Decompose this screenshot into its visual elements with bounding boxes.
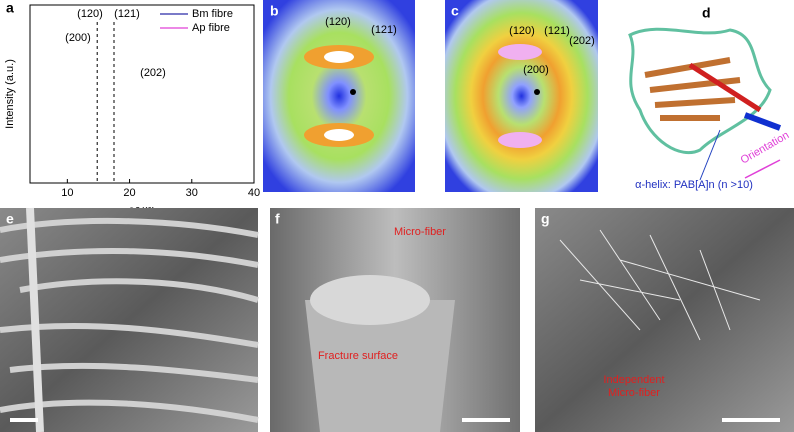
- beam-stop: [534, 89, 540, 95]
- panel-label: a: [6, 0, 14, 16]
- beta-strand: [644, 57, 741, 121]
- panel-e: e: [0, 207, 259, 432]
- pointer: [699, 129, 721, 181]
- panel-label: c: [451, 3, 459, 19]
- helix-label: α-helix: PAB[A]n (n >10): [635, 179, 753, 191]
- fibre: [305, 300, 455, 432]
- panel-label: b: [270, 3, 279, 19]
- xrd-pattern: [445, 0, 598, 192]
- annotation: Micro-fiber: [394, 226, 446, 238]
- fibre: [0, 217, 259, 423]
- peak-label: (121): [114, 8, 140, 20]
- fracture-surface: [310, 275, 430, 325]
- reflection-label: (120): [325, 16, 351, 28]
- reflection-label: (120): [509, 25, 535, 37]
- panel-d: d α-helix: PAB[A]n (n >10) Orientation: [628, 5, 792, 191]
- panel-label: e: [6, 211, 14, 227]
- plot-frame: [29, 4, 255, 184]
- x-tick-label: 30: [186, 187, 198, 199]
- panel-c: c (120) (121) (202) (200): [445, 0, 598, 192]
- sem-image: [0, 208, 258, 432]
- panel-label: g: [541, 211, 550, 227]
- x-tick-label: 10: [61, 187, 73, 199]
- arc: [498, 44, 542, 60]
- scale-bar: [10, 418, 38, 422]
- annotation: Fracture surface: [318, 350, 398, 362]
- arc: [498, 132, 542, 148]
- legend-label: Ap fibre: [192, 22, 230, 34]
- arc: [324, 51, 354, 63]
- reflection-label: (202): [569, 35, 595, 47]
- peak-label: (202): [140, 67, 166, 79]
- legend-label: Bm fibre: [192, 8, 233, 20]
- x-tick-label: 40: [248, 187, 260, 199]
- scale-bar: [462, 418, 510, 422]
- beta-strand: [688, 62, 762, 113]
- protein-backbone: [628, 27, 772, 155]
- reflection-label: (121): [544, 25, 570, 37]
- scale-bar: [722, 418, 780, 422]
- panel-label: d: [702, 5, 711, 21]
- reflection-label: (121): [371, 24, 397, 36]
- panel-label: f: [275, 211, 280, 227]
- sem-image: [535, 208, 794, 432]
- x-tick-label: 20: [123, 187, 135, 199]
- orientation-label: Orientation: [739, 129, 792, 166]
- orientation-arrow: [744, 159, 781, 179]
- peak-label: (120): [77, 8, 103, 20]
- panel-f: f Micro-fiber Fracture surface: [270, 208, 520, 432]
- micro-fiber: [559, 229, 761, 341]
- fibre: [26, 207, 44, 432]
- panel-b: b (120) (121): [263, 0, 415, 192]
- panel-g: g Independent Micro-fiber: [535, 208, 794, 432]
- panel-a: a Intensity (a.u.) 2θ/(°) (200) (120) (1…: [4, 0, 260, 218]
- y-axis-label: Intensity (a.u.): [4, 59, 16, 129]
- arc: [324, 129, 354, 141]
- annotation: Independent: [603, 374, 664, 386]
- beam-stop: [350, 89, 356, 95]
- peak-label: (200): [65, 32, 91, 44]
- xrd-pattern: [263, 0, 415, 192]
- alpha-helix: [743, 112, 782, 131]
- annotation: Micro-fiber: [608, 387, 660, 399]
- reflection-label: (200): [523, 64, 549, 76]
